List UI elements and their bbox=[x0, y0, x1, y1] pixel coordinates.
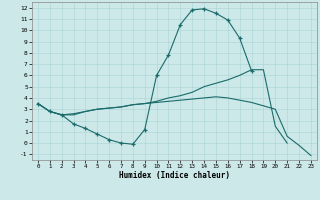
X-axis label: Humidex (Indice chaleur): Humidex (Indice chaleur) bbox=[119, 171, 230, 180]
